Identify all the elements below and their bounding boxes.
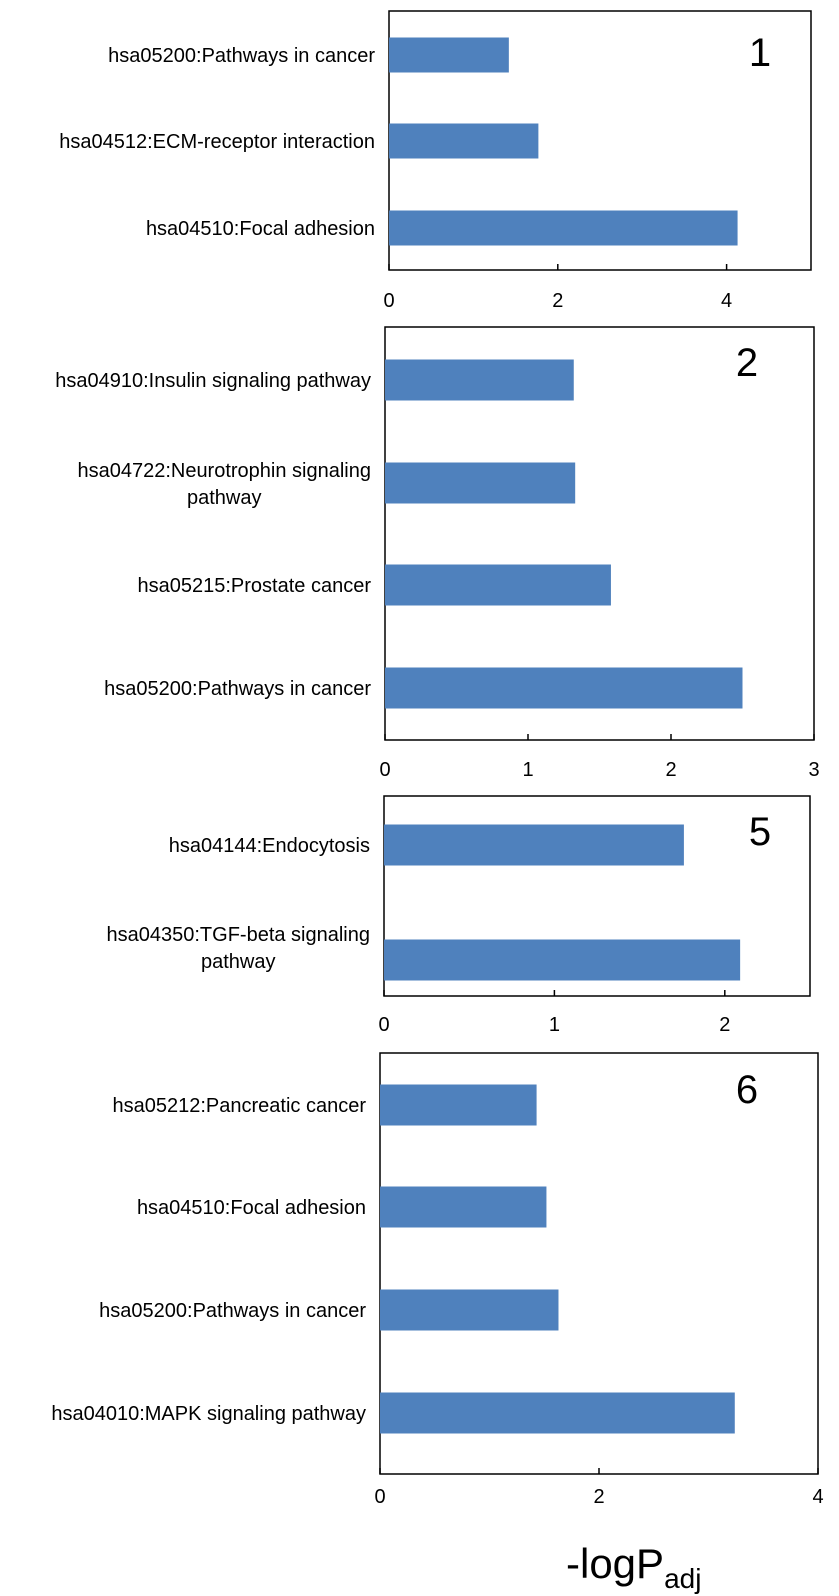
category-label: hsa04010:MAPK signaling pathway (51, 1403, 366, 1425)
category-label: hsa04510:Focal adhesion (137, 1197, 366, 1219)
category-label: hsa04144:Endocytosis (169, 835, 370, 857)
x-axis-label-sub: adj (664, 1563, 701, 1594)
category-label: hsa05212:Pancreatic cancer (113, 1095, 367, 1117)
category-label: hsa05200:Pathways in cancer (104, 678, 371, 700)
chart-panel-1: hsa05200:Pathways in cancer hsa04512:ECM-… (59, 10, 812, 312)
bar (380, 1289, 559, 1331)
bar (384, 939, 741, 981)
chart-panel-2: hsa04910:Insulin signaling pathway hsa047… (55, 326, 820, 781)
x-tick-label: 0 (383, 290, 394, 312)
panel-frame (384, 326, 815, 741)
x-tick-label: 3 (808, 759, 819, 781)
bar (380, 1392, 735, 1434)
bar (389, 210, 738, 246)
category-label: hsa05200:Pathways in cancer (108, 45, 375, 67)
category-label: hsa05200:Pathways in cancer (99, 1300, 366, 1322)
panel-number: 6 (736, 1068, 758, 1112)
category-label: hsa05215:Prostate cancer (138, 575, 372, 597)
x-tick-label: 1 (549, 1014, 560, 1036)
bar (385, 462, 576, 504)
category-label: hsa04722:Neurotrophin signaling pathway (77, 460, 371, 509)
bar (385, 359, 574, 401)
category-label: hsa04510:Focal adhesion (146, 218, 375, 240)
x-tick-label: 2 (552, 290, 563, 312)
chart-panel-6: hsa05212:Pancreatic cancer hsa04510:Focal… (51, 1052, 824, 1508)
bar (389, 37, 509, 73)
x-tick-label: 2 (719, 1014, 730, 1036)
x-tick-label: 1 (522, 759, 533, 781)
x-tick-label: 0 (379, 759, 390, 781)
x-axis-label-main: -logP (566, 1540, 664, 1587)
panel-number: 5 (749, 810, 771, 854)
panel-number: 1 (749, 31, 771, 75)
panels: hsa05200:Pathways in cancer hsa04512:ECM-… (51, 10, 824, 1508)
x-tick-label: 4 (812, 1486, 823, 1508)
panel-frame (383, 795, 811, 997)
panel-number: 2 (736, 341, 758, 385)
bar (380, 1084, 537, 1126)
x-tick-label: 0 (374, 1486, 385, 1508)
category-label: hsa04350:TGF-beta signaling pathway (107, 924, 371, 973)
x-tick-label: 0 (378, 1014, 389, 1036)
bar (385, 564, 611, 606)
category-label: hsa04512:ECM-receptor interaction (59, 131, 375, 153)
bar (384, 824, 684, 866)
x-tick-label: 4 (721, 290, 732, 312)
bar (380, 1186, 547, 1228)
bar (389, 123, 539, 159)
x-tick-label: 2 (665, 759, 676, 781)
chart-panel-5: hsa04144:Endocytosis hsa04350:TGF-beta si… (107, 795, 811, 1036)
category-label: hsa04910:Insulin signaling pathway (55, 370, 371, 392)
bar (385, 667, 743, 709)
x-axis-label: -logPadj (566, 1540, 701, 1594)
x-tick-label: 2 (593, 1486, 604, 1508)
